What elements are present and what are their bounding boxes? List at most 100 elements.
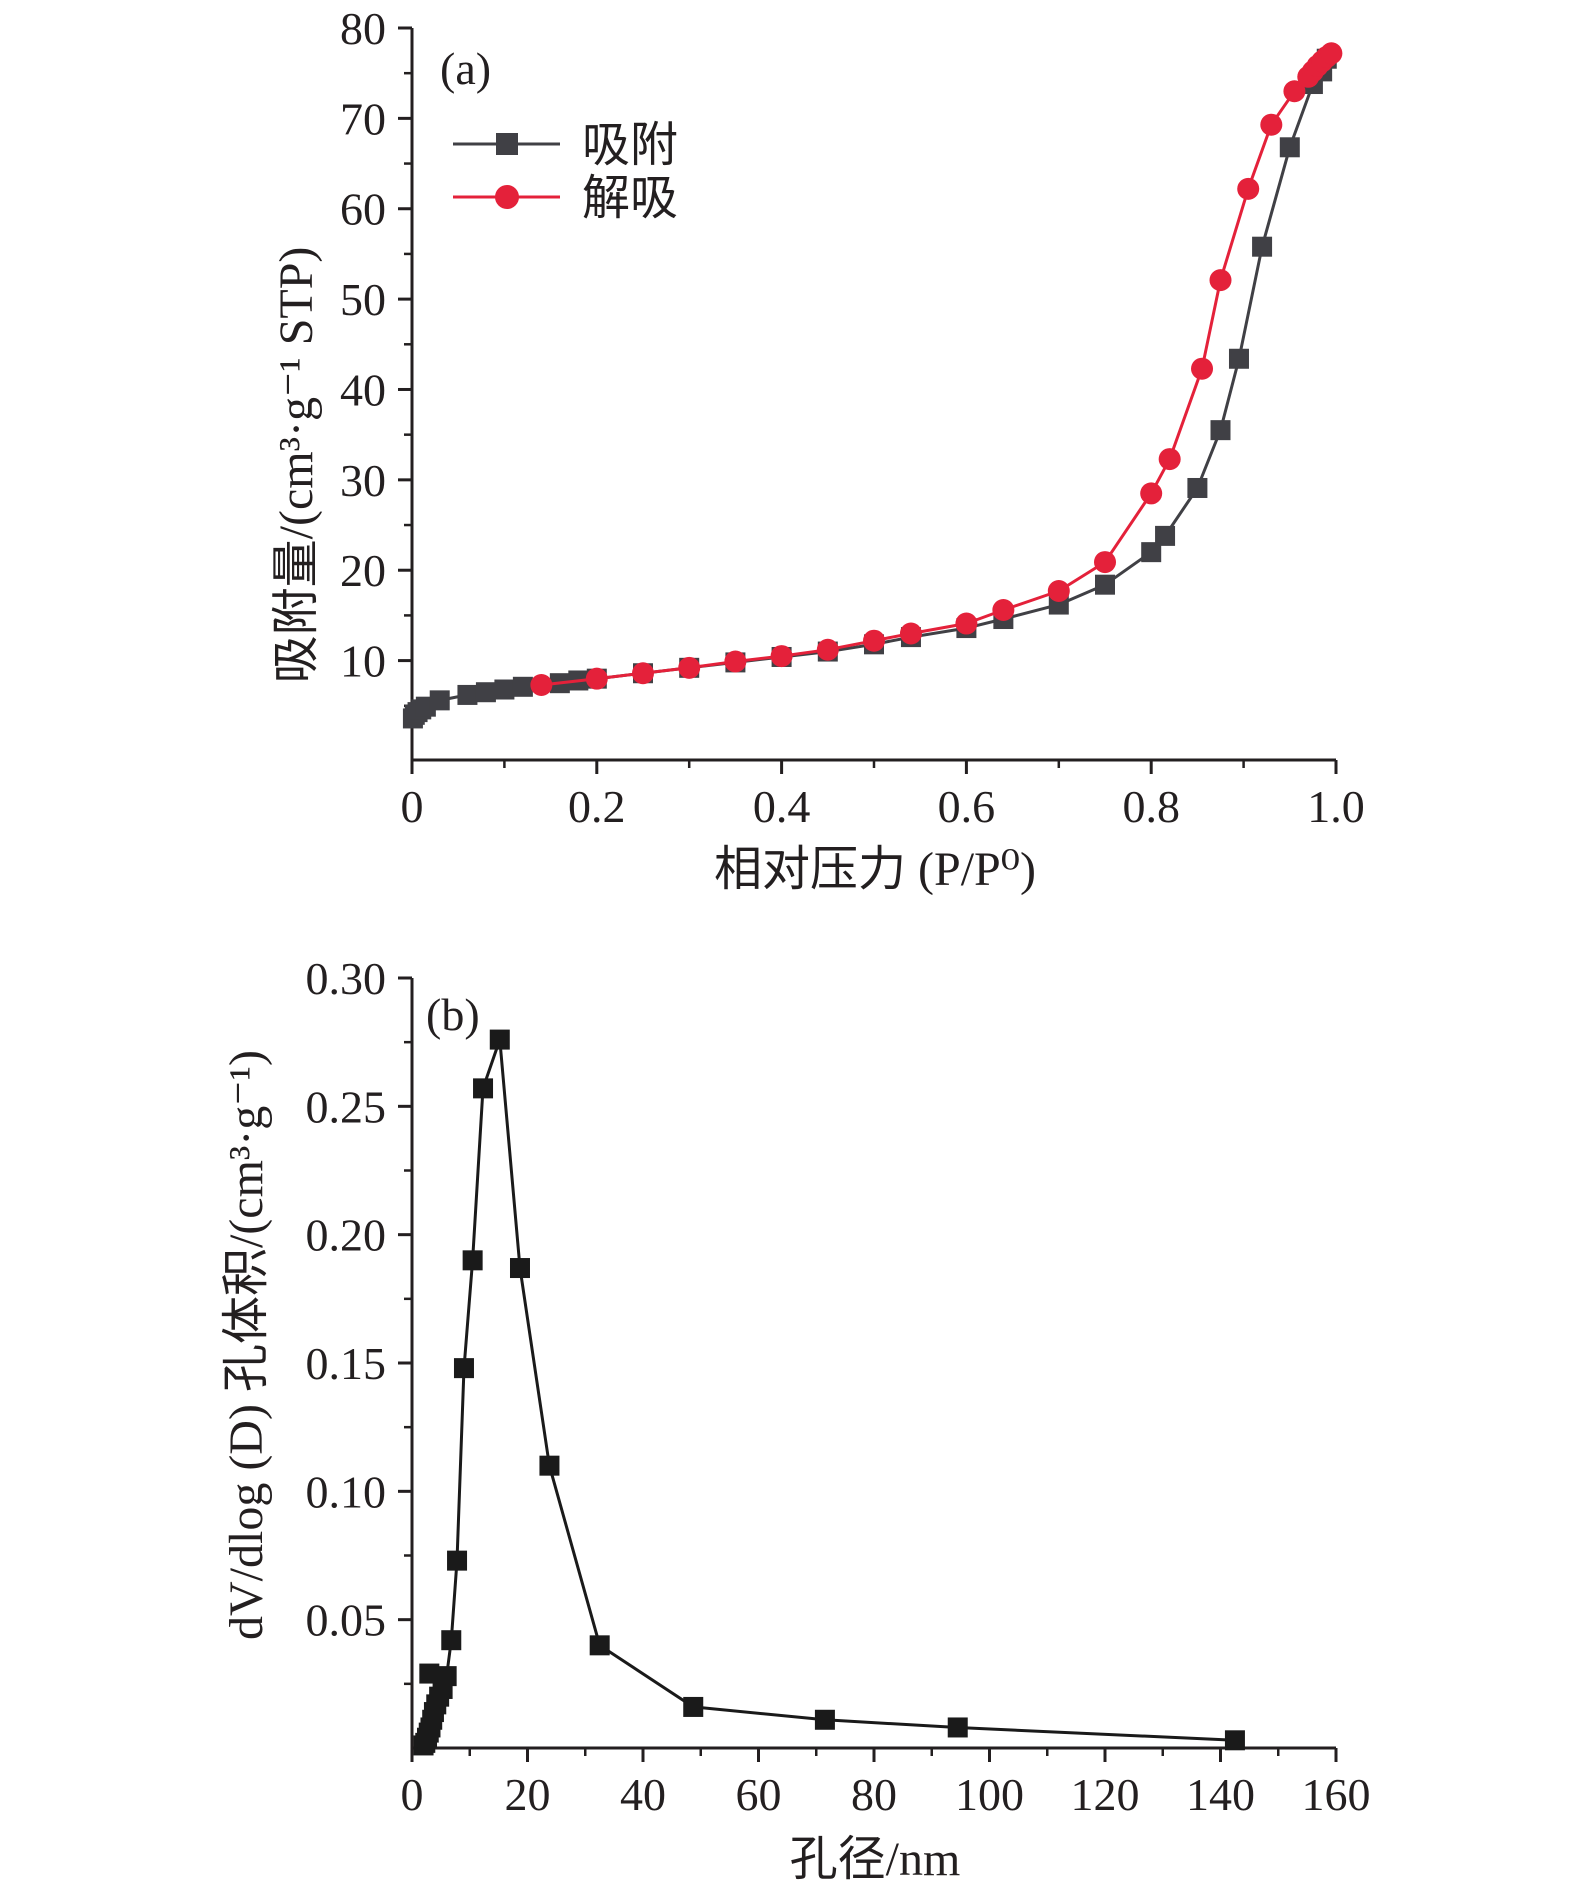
y-tick-label: 0.25 — [306, 1081, 387, 1132]
x-tick-label: 0 — [401, 781, 424, 832]
legend-desorption-marker — [495, 185, 519, 209]
b-series-0-point — [539, 1455, 560, 1476]
panel-a-x-axis-title: 相对压力 (P/P⁰) — [714, 843, 1036, 896]
panel-b-axes — [410, 978, 1336, 1750]
a-series-1-point — [1158, 448, 1181, 471]
y-tick-label: 0.05 — [306, 1595, 387, 1646]
x-tick-label: 0.2 — [568, 781, 626, 832]
a-series-1-point — [585, 667, 608, 690]
a-series-1-point — [770, 645, 793, 668]
b-series-0-point — [1224, 1730, 1245, 1751]
x-tick-label: 0.8 — [1122, 781, 1180, 832]
b-series-0-point — [814, 1709, 835, 1730]
a-series-0-point — [1141, 542, 1162, 563]
a-series-1-point — [863, 629, 885, 652]
a-series-0-point — [494, 679, 515, 700]
x-tick-label: 40 — [620, 1769, 666, 1820]
a-series-1-point — [724, 650, 747, 673]
b-series-0-point — [473, 1078, 494, 1099]
legend-adsorption-label: 吸附 — [582, 119, 678, 172]
a-series-1-point — [1191, 357, 1214, 380]
y-tick-label: 0.30 — [306, 953, 387, 1004]
chart-panel-b: (b) 0 20 40 60 80 100 120 140 160 0.050.100.150.… — [220, 953, 1371, 1886]
legend-desorption-label: 解吸 — [582, 172, 678, 225]
panel-b-y-ticks: 0.05 0.10 0.15 0.20 0.25 0.30 — [306, 953, 412, 1686]
x-tick-label: 0.6 — [938, 781, 996, 832]
a-series-1-point — [1237, 177, 1260, 200]
y-tick-label: 40 — [340, 364, 386, 415]
a-series-1-point — [1260, 113, 1283, 136]
panel-a-label: (a) — [440, 43, 491, 94]
a-series-0-point — [429, 690, 450, 711]
chart-panel-a: (a) 0 0.2 0.4 0.6 0.8 1.0 10 20 30 40 50 60 70 80 相对… — [270, 3, 1365, 896]
a-series-0-point — [1155, 525, 1176, 546]
b-series-0-point — [489, 1029, 510, 1050]
y-tick-label: 10 — [340, 636, 386, 687]
b-series-0-point — [589, 1635, 610, 1656]
panel-a-series — [402, 42, 1343, 729]
a-series-1-point — [530, 673, 553, 696]
a-series-0-point — [1187, 477, 1208, 498]
a-series-1-point — [992, 598, 1015, 621]
b-series-0-point — [947, 1717, 968, 1738]
a-series-0-point — [1252, 236, 1273, 257]
b-series-0-point — [683, 1696, 704, 1717]
y-tick-label: 0.20 — [306, 1210, 387, 1261]
y-tick-label: 80 — [340, 3, 386, 54]
a-series-1-point — [899, 622, 922, 645]
a-series-1-point — [955, 612, 978, 635]
panel-a-y-axis-title: 吸附量/(cm³·g⁻¹ STP) — [270, 247, 323, 684]
b-series-0-point — [436, 1666, 457, 1687]
panel-b-label: (b) — [426, 989, 480, 1040]
panel-a-x-ticks: 0 0.2 0.4 0.6 0.8 1.0 — [401, 760, 1365, 832]
a-series-1-point — [632, 662, 654, 685]
x-tick-label: 120 — [1071, 1769, 1140, 1820]
y-tick-label: 30 — [340, 455, 386, 506]
x-tick-label: 80 — [851, 1769, 897, 1820]
a-series-0-point — [1228, 348, 1249, 369]
b-series-0-point — [441, 1630, 462, 1651]
a-series-0-point — [1210, 420, 1231, 441]
b-series-0-line — [422, 1038, 1235, 1747]
y-tick-label: 20 — [340, 545, 386, 596]
x-tick-label: 0 — [401, 1769, 424, 1820]
a-series-1-point — [1209, 269, 1232, 292]
panel-b-y-axis-title: dV/dlog (D) 孔体积/(cm³·g⁻¹) — [220, 1050, 273, 1640]
a-series-1-point — [1283, 80, 1306, 103]
panel-b-x-ticks: 0 20 40 60 80 100 120 140 160 — [401, 1748, 1371, 1820]
x-tick-label: 0.4 — [753, 781, 811, 832]
a-series-0-point — [1279, 137, 1300, 158]
a-series-1-point — [1320, 42, 1343, 65]
a-series-0-point — [457, 684, 478, 705]
a-series-1-point — [1047, 580, 1070, 603]
b-series-0-point — [453, 1358, 474, 1379]
y-tick-label: 0.10 — [306, 1466, 387, 1517]
a-series-0-point — [512, 676, 533, 697]
a-series-1-point — [1140, 482, 1163, 505]
x-tick-label: 1.0 — [1307, 781, 1365, 832]
panel-b-x-axis-title: 孔径/nm — [790, 1833, 961, 1886]
b-series-0-point — [447, 1550, 468, 1571]
x-tick-label: 100 — [955, 1769, 1024, 1820]
b-series-1-point — [419, 1663, 440, 1684]
a-series-0-line — [411, 58, 1329, 720]
y-tick-label: 60 — [340, 184, 386, 235]
a-series-1-point — [1094, 551, 1116, 574]
y-tick-label: 70 — [340, 93, 386, 144]
b-series-0-point — [462, 1250, 483, 1271]
a-series-0-point — [475, 682, 496, 703]
x-tick-label: 20 — [505, 1769, 551, 1820]
panel-a-legend: 吸附 解吸 — [453, 119, 678, 225]
y-tick-label: 0.15 — [306, 1338, 387, 1389]
a-series-0-point — [1095, 574, 1115, 595]
x-tick-label: 140 — [1186, 1769, 1255, 1820]
panel-b-series — [413, 1029, 1245, 1756]
y-tick-label: 50 — [340, 274, 386, 325]
legend-adsorption-marker — [496, 133, 518, 155]
b-series-0-point — [509, 1258, 530, 1279]
a-series-1-point — [816, 638, 839, 661]
x-tick-label: 60 — [736, 1769, 782, 1820]
x-tick-label: 160 — [1302, 1769, 1371, 1820]
panel-a-y-ticks: 10 20 30 40 50 60 70 80 — [340, 3, 412, 708]
